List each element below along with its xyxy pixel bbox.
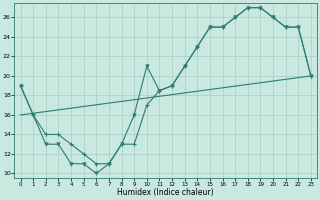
X-axis label: Humidex (Indice chaleur): Humidex (Indice chaleur) (117, 188, 214, 197)
